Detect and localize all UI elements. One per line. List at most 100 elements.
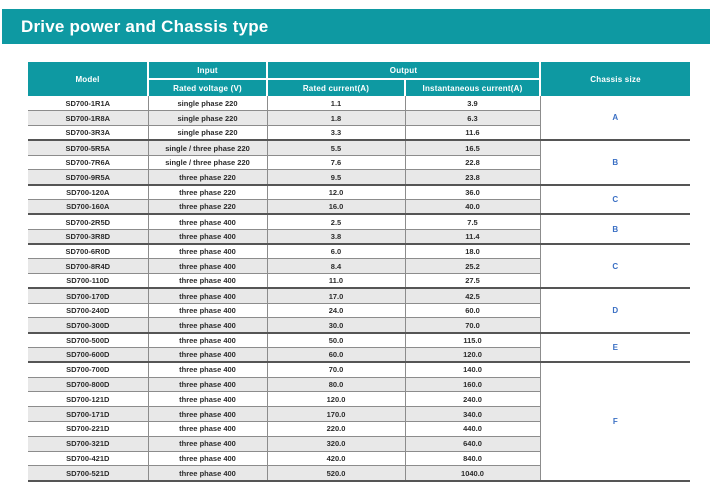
instantaneous-current-cell: 27.5 — [404, 273, 541, 289]
table-row: SD700-170D three phase 400 17.0 42.5 D — [28, 287, 691, 333]
model-cell: SD700-300D — [28, 317, 148, 333]
chassis-cell: B — [539, 213, 691, 244]
model-cell: SD700-8R4D — [28, 258, 148, 274]
table-row: SD700-9R5A three phase 220 9.5 23.8 — [28, 169, 690, 185]
instantaneous-current-cell: 3.9 — [404, 96, 541, 111]
chassis-cell: B — [539, 139, 691, 185]
voltage-cell: three phase 400 — [147, 450, 267, 466]
rated-current-cell: 12.0 — [266, 183, 405, 200]
model-cell: SD700-120A — [28, 183, 148, 200]
header-chassis-size: Chassis size — [540, 62, 691, 96]
voltage-cell: three phase 220 — [147, 199, 267, 215]
voltage-cell: three phase 400 — [147, 258, 267, 274]
instantaneous-current-cell: 60.0 — [404, 302, 541, 318]
table-row: SD700-521D three phase 400 520.0 1040.0 — [28, 465, 690, 482]
title-banner: Drive power and Chassis type — [2, 9, 710, 44]
rated-current-cell: 16.0 — [266, 199, 405, 215]
model-cell: SD700-2R5D — [28, 213, 148, 230]
instantaneous-current-cell: 11.6 — [404, 125, 541, 141]
instantaneous-current-cell: 36.0 — [404, 183, 541, 200]
table-row: SD700-500D three phase 400 50.0 115.0 E — [28, 331, 691, 363]
chassis-cell: C — [539, 242, 691, 289]
model-cell: SD700-5R5A — [28, 139, 148, 156]
chassis-cell: C — [539, 183, 691, 215]
instantaneous-current-cell: 160.0 — [404, 376, 541, 392]
rated-current-cell: 8.4 — [266, 258, 405, 274]
table-row: SD700-421D three phase 400 420.0 840.0 — [28, 450, 690, 466]
rated-current-cell: 520.0 — [266, 465, 405, 482]
rated-current-cell: 220.0 — [266, 421, 405, 437]
chassis-cell: A — [539, 96, 691, 141]
header-model: Model — [28, 62, 149, 96]
instantaneous-current-cell: 240.0 — [404, 391, 541, 407]
rated-current-cell: 80.0 — [266, 376, 405, 392]
instantaneous-current-cell: 7.5 — [404, 213, 541, 230]
table-row: SD700-221D three phase 400 220.0 440.0 — [28, 421, 690, 437]
table-row: SD700-110D three phase 400 11.0 27.5 — [28, 273, 690, 289]
chassis-cell: E — [539, 331, 691, 363]
table-row: SD700-160A three phase 220 16.0 40.0 — [28, 199, 690, 215]
rated-current-cell: 320.0 — [266, 435, 405, 452]
header-input: Input — [148, 62, 268, 80]
model-cell: SD700-600D — [28, 347, 148, 363]
instantaneous-current-cell: 115.0 — [404, 331, 541, 348]
voltage-cell: three phase 400 — [147, 435, 267, 452]
voltage-cell: three phase 400 — [147, 376, 267, 392]
model-cell: SD700-171D — [28, 406, 148, 422]
table-row: SD700-240D three phase 400 24.0 60.0 — [28, 302, 690, 318]
instantaneous-current-cell: 42.5 — [404, 287, 541, 304]
voltage-cell: single / three phase 220 — [147, 154, 267, 170]
header-rated-voltage: Rated voltage (V) — [148, 79, 268, 96]
voltage-cell: single / three phase 220 — [147, 139, 267, 156]
instantaneous-current-cell: 23.8 — [404, 169, 541, 185]
header-instantaneous-current: Instantaneous current(A) — [405, 79, 542, 96]
rated-current-cell: 60.0 — [266, 347, 405, 363]
rated-current-cell: 50.0 — [266, 331, 405, 348]
page-title: Drive power and Chassis type — [21, 16, 269, 36]
model-cell: SD700-421D — [28, 450, 148, 466]
voltage-cell: three phase 400 — [147, 228, 267, 244]
table-row: SD700-321D three phase 400 320.0 640.0 — [28, 435, 690, 452]
model-cell: SD700-121D — [28, 391, 148, 407]
instantaneous-current-cell: 6.3 — [404, 110, 541, 126]
model-cell: SD700-500D — [28, 331, 148, 348]
chassis-cell: D — [539, 287, 691, 333]
voltage-cell: three phase 400 — [147, 331, 267, 348]
rated-current-cell: 3.3 — [266, 125, 405, 141]
instantaneous-current-cell: 18.0 — [404, 242, 541, 259]
instantaneous-current-cell: 640.0 — [404, 435, 541, 452]
model-cell: SD700-700D — [28, 361, 148, 378]
rated-current-cell: 24.0 — [266, 302, 405, 318]
voltage-cell: three phase 400 — [147, 273, 267, 289]
voltage-cell: three phase 400 — [147, 287, 267, 304]
model-cell: SD700-110D — [28, 273, 148, 289]
instantaneous-current-cell: 40.0 — [404, 199, 541, 215]
rated-current-cell: 420.0 — [266, 450, 405, 466]
table-row: SD700-7R6A single / three phase 220 7.6 22.… — [28, 154, 690, 170]
rated-current-cell: 1.1 — [266, 96, 405, 111]
model-cell: SD700-221D — [28, 421, 148, 437]
table-row: SD700-3R8D three phase 400 3.8 11.4 — [28, 228, 690, 244]
voltage-cell: three phase 220 — [147, 169, 267, 185]
rated-current-cell: 6.0 — [266, 242, 405, 259]
model-cell: SD700-6R0D — [28, 242, 148, 259]
table-row: SD700-5R5A single / three phase 220 5.5 16.… — [28, 139, 691, 185]
table-row: SD700-1R8A single phase 220 1.8 6.3 — [28, 110, 690, 126]
table-row: SD700-600D three phase 400 60.0 120.0 — [28, 347, 690, 363]
voltage-cell: single phase 220 — [147, 110, 267, 126]
table-body: SD700-1R1A single phase 220 1.1 3.9 A SD700-1… — [28, 96, 691, 482]
header-rated-current: Rated current(A) — [267, 79, 406, 96]
instantaneous-current-cell: 1040.0 — [404, 465, 541, 482]
voltage-cell: three phase 400 — [147, 465, 267, 482]
rated-current-cell: 70.0 — [266, 361, 405, 378]
rated-current-cell: 11.0 — [266, 273, 405, 289]
voltage-cell: single phase 220 — [147, 96, 267, 111]
rated-current-cell: 7.6 — [266, 154, 405, 170]
instantaneous-current-cell: 22.8 — [404, 154, 541, 170]
model-cell: SD700-3R3A — [28, 125, 148, 141]
rated-current-cell: 3.8 — [266, 228, 405, 244]
model-cell: SD700-800D — [28, 376, 148, 392]
instantaneous-current-cell: 16.5 — [404, 139, 541, 156]
rated-current-cell: 30.0 — [266, 317, 405, 333]
model-cell: SD700-321D — [28, 435, 148, 452]
